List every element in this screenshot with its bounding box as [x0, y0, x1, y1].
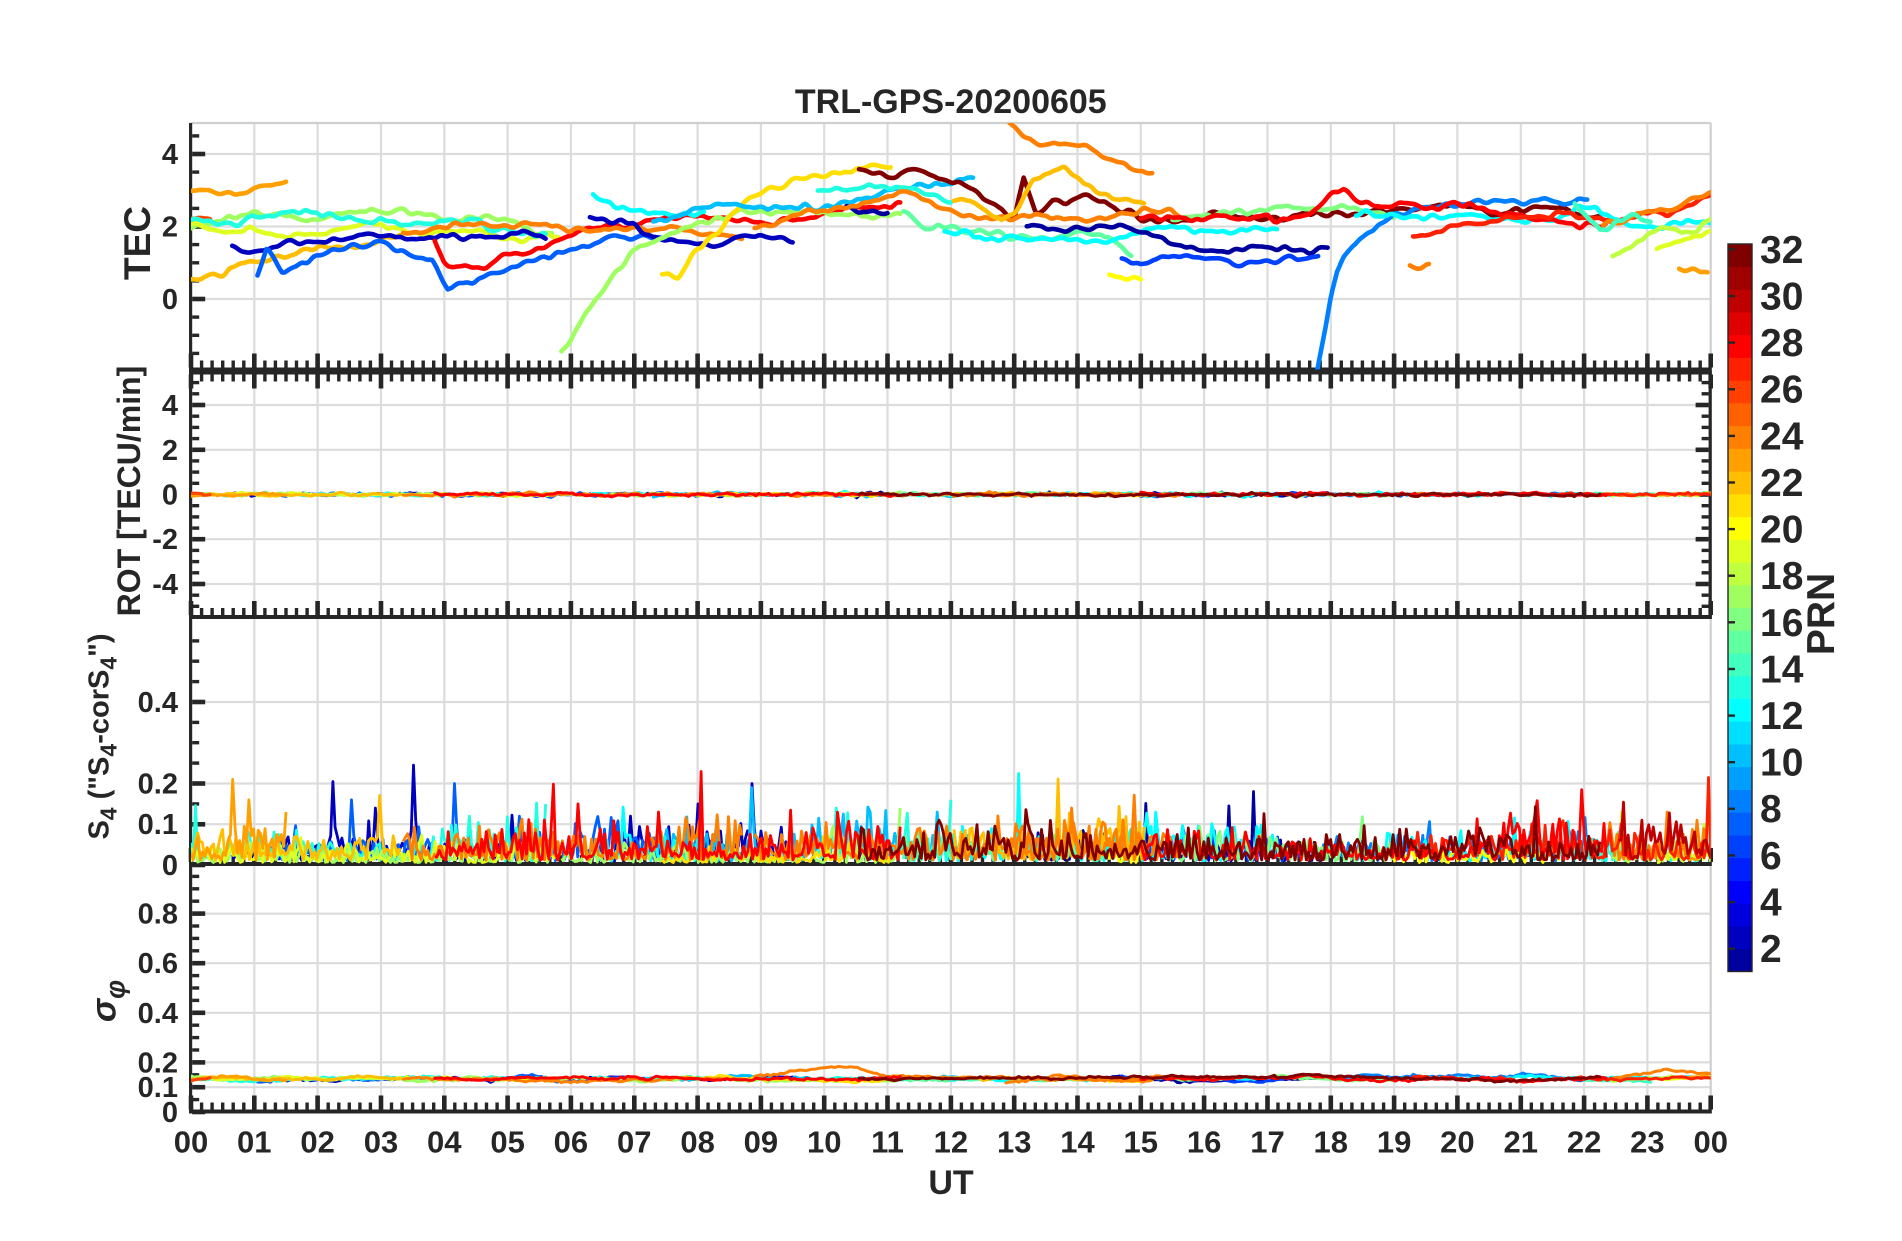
svg-text:TEC: TEC — [117, 206, 158, 280]
svg-text:16: 16 — [1760, 602, 1803, 645]
svg-text:06: 06 — [554, 1125, 588, 1160]
svg-text:2: 2 — [162, 212, 178, 244]
svg-text:2: 2 — [162, 435, 178, 467]
svg-text:0.4: 0.4 — [138, 998, 178, 1030]
svg-text:4: 4 — [1760, 882, 1782, 925]
svg-text:-4: -4 — [152, 569, 178, 601]
svg-text:20: 20 — [1440, 1125, 1474, 1160]
svg-text:22: 22 — [1567, 1125, 1601, 1160]
svg-text:ROT [TECU/min]: ROT [TECU/min] — [111, 366, 147, 617]
svg-text:19: 19 — [1377, 1125, 1411, 1160]
svg-text:07: 07 — [617, 1125, 651, 1160]
svg-text:0.6: 0.6 — [138, 948, 178, 980]
svg-text:-2: -2 — [152, 524, 178, 556]
svg-text:14: 14 — [1060, 1125, 1095, 1160]
svg-text:12: 12 — [1760, 695, 1803, 738]
svg-text:4: 4 — [162, 139, 178, 171]
svg-text:00: 00 — [1693, 1125, 1727, 1160]
svg-text:17: 17 — [1250, 1125, 1284, 1160]
svg-text:02: 02 — [300, 1125, 334, 1160]
svg-text:0.1: 0.1 — [138, 809, 178, 841]
svg-text:08: 08 — [680, 1125, 714, 1160]
svg-text:0.8: 0.8 — [138, 899, 178, 931]
svg-text:4: 4 — [162, 390, 178, 422]
svg-text:0.4: 0.4 — [138, 687, 178, 719]
svg-text:15: 15 — [1124, 1125, 1158, 1160]
svg-text:UT: UT — [928, 1164, 974, 1202]
svg-text:13: 13 — [997, 1125, 1031, 1160]
svg-text:11: 11 — [871, 1125, 904, 1160]
svg-text:18: 18 — [1314, 1125, 1348, 1160]
svg-text:28: 28 — [1760, 322, 1803, 365]
svg-text:0: 0 — [162, 284, 178, 316]
svg-text:0.2: 0.2 — [138, 769, 178, 801]
svg-text:05: 05 — [490, 1125, 524, 1160]
svg-text:23: 23 — [1630, 1125, 1664, 1160]
svg-text:10: 10 — [807, 1125, 841, 1160]
svg-text:21: 21 — [1504, 1125, 1538, 1160]
svg-text:22: 22 — [1760, 462, 1803, 505]
svg-text:26: 26 — [1760, 369, 1803, 412]
svg-text:8: 8 — [1760, 788, 1782, 831]
svg-text:14: 14 — [1760, 648, 1804, 691]
svg-text:04: 04 — [427, 1125, 462, 1160]
svg-text:12: 12 — [934, 1125, 968, 1160]
svg-text:6: 6 — [1760, 835, 1782, 878]
svg-text:32: 32 — [1760, 229, 1803, 272]
svg-text:09: 09 — [744, 1125, 778, 1160]
svg-text:03: 03 — [364, 1125, 398, 1160]
svg-text:10: 10 — [1760, 742, 1803, 785]
svg-text:0: 0 — [162, 1097, 178, 1129]
svg-text:0.1: 0.1 — [138, 1072, 178, 1104]
svg-text:2: 2 — [1760, 928, 1782, 971]
svg-text:01: 01 — [237, 1125, 271, 1160]
svg-text:30: 30 — [1760, 275, 1803, 318]
svg-text:0: 0 — [162, 480, 178, 512]
svg-text:TRL-GPS-20200605: TRL-GPS-20200605 — [795, 83, 1107, 121]
svg-text:20: 20 — [1760, 509, 1803, 552]
svg-text:24: 24 — [1760, 415, 1804, 458]
svg-text:16: 16 — [1187, 1125, 1221, 1160]
svg-text:18: 18 — [1760, 555, 1803, 598]
svg-text:00: 00 — [174, 1125, 208, 1160]
svg-text:0.2: 0.2 — [138, 1047, 178, 1079]
svg-text:PRN: PRN — [1800, 573, 1843, 655]
svg-text:0: 0 — [162, 850, 178, 882]
